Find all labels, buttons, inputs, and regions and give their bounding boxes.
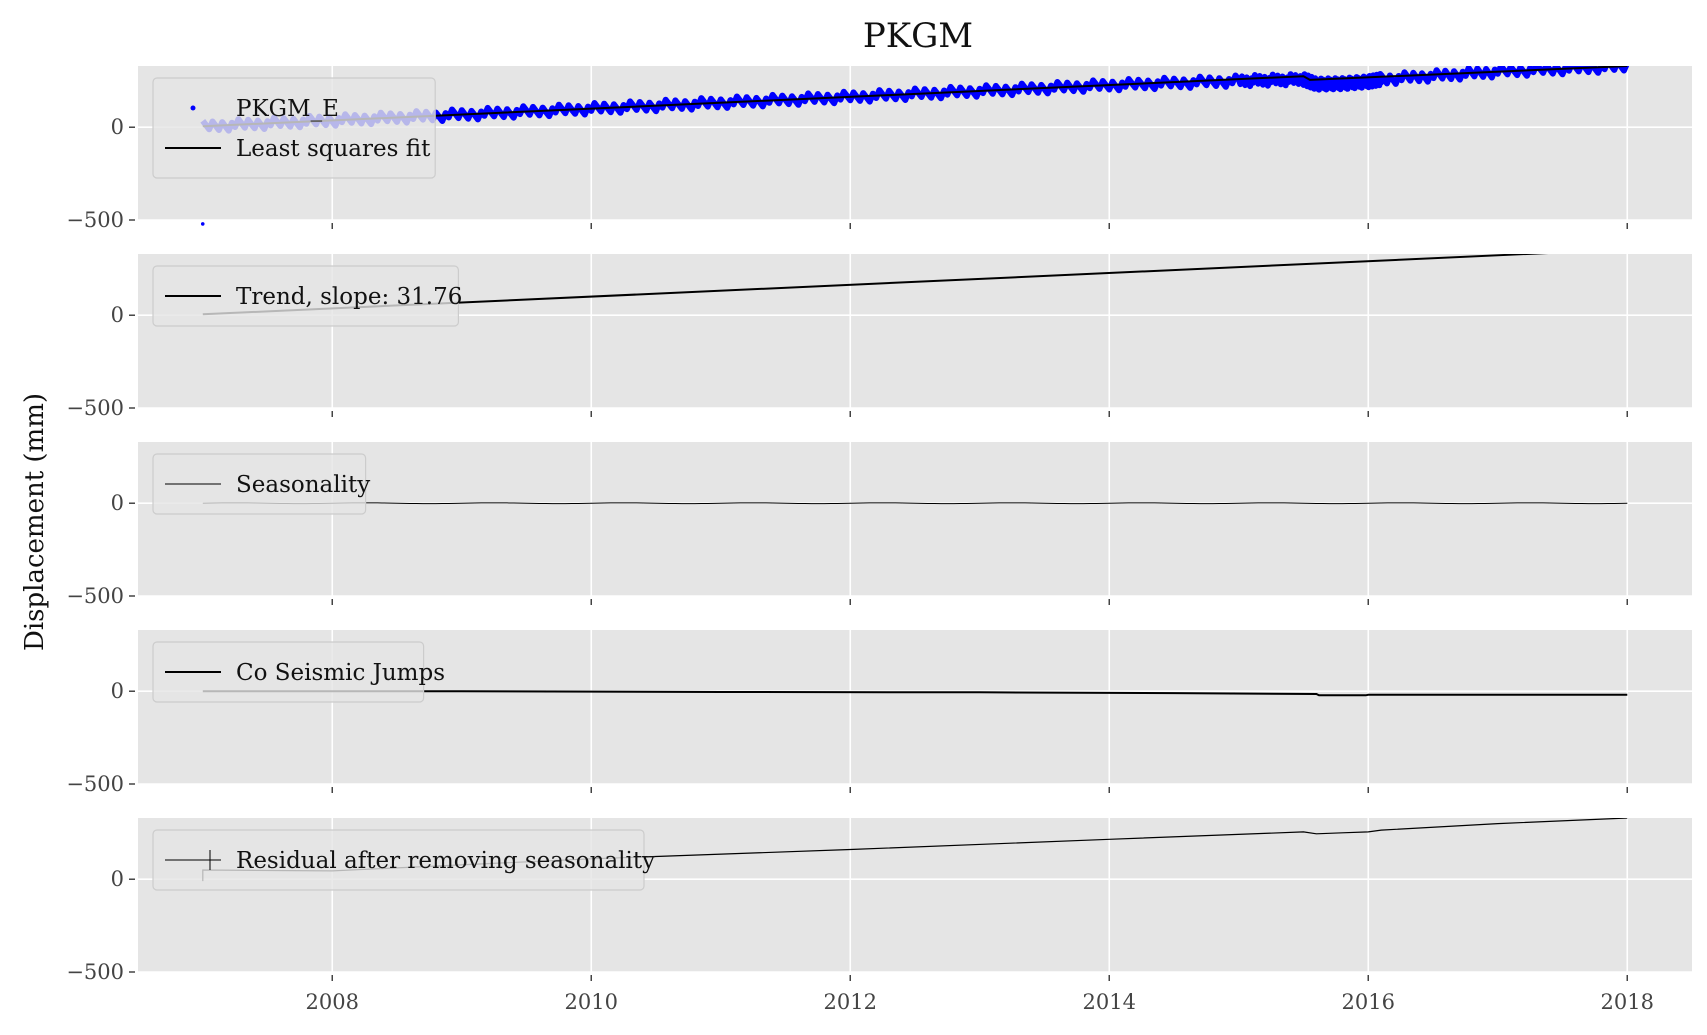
y-tick-label-0: 0 bbox=[111, 303, 124, 327]
x-tick-label-2016: 2016 bbox=[1342, 990, 1395, 1014]
panel-trend: 0 −500 Trend, slope: 31.76 bbox=[66, 254, 1692, 420]
panel-background bbox=[138, 442, 1692, 596]
legend-label-1: Least squares fit bbox=[236, 136, 431, 162]
legend-label-0: Seasonality bbox=[236, 472, 370, 498]
y-tick-label-1: −500 bbox=[66, 584, 124, 608]
series-co-seismic-jumps bbox=[202, 690, 1628, 697]
y-axis-label: Displacement (mm) bbox=[20, 393, 50, 651]
legend-label-0: Co Seismic Jumps bbox=[236, 660, 445, 686]
y-tick-label-1: −500 bbox=[66, 396, 124, 420]
series-seasonality bbox=[202, 502, 1628, 505]
series-least-squares-fit bbox=[202, 66, 1628, 128]
x-tick-label-2010: 2010 bbox=[565, 990, 618, 1014]
series-group bbox=[202, 502, 1628, 505]
legend-label-0: PKGM_E bbox=[236, 96, 339, 122]
panel-residual: 0 −500 Residual after removing seasonality… bbox=[66, 818, 1692, 1014]
legend-label-0: Trend, slope: 31.76 bbox=[236, 284, 462, 310]
legend-box bbox=[152, 265, 459, 327]
x-tick-label-2018: 2018 bbox=[1601, 990, 1654, 1014]
y-tick-label-1: −500 bbox=[66, 960, 124, 984]
legend-box bbox=[152, 77, 436, 179]
panels: 0 −500 PKGM_E Least squares fit 0 −500 Trend, … bbox=[66, 66, 1692, 1014]
y-tick-label-0: 0 bbox=[111, 867, 124, 891]
y-tick-label-0: 0 bbox=[111, 115, 124, 139]
y-tick-label-0: 0 bbox=[111, 491, 124, 515]
x-tick-label-2012: 2012 bbox=[824, 990, 877, 1014]
y-tick-label-1: −500 bbox=[66, 772, 124, 796]
series-group bbox=[200, 66, 1630, 134]
series-outlier-point bbox=[200, 222, 205, 226]
legend-marker-0 bbox=[190, 105, 196, 111]
x-tick-label-2008: 2008 bbox=[306, 990, 359, 1014]
x-tick-label-2014: 2014 bbox=[1083, 990, 1136, 1014]
series-group bbox=[202, 690, 1628, 697]
series-pkgm-e bbox=[200, 66, 1630, 134]
panel-jumps: 0 −500 Co Seismic Jumps bbox=[66, 630, 1692, 796]
y-tick-label-1: −500 bbox=[66, 208, 124, 232]
y-tick-label-0: 0 bbox=[111, 679, 124, 703]
legend-label-0: Residual after removing seasonality bbox=[236, 848, 655, 874]
chart-title: PKGM bbox=[863, 16, 973, 56]
legend-box bbox=[152, 641, 425, 703]
panel-seasonality: 0 −500 Seasonality bbox=[66, 442, 1692, 608]
legend-box bbox=[152, 453, 367, 515]
legend-box bbox=[152, 829, 645, 891]
panel-observed: 0 −500 PKGM_E Least squares fit bbox=[66, 66, 1692, 232]
